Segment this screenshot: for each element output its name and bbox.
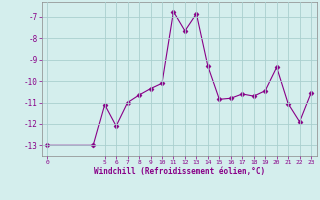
X-axis label: Windchill (Refroidissement éolien,°C): Windchill (Refroidissement éolien,°C) xyxy=(94,167,265,176)
